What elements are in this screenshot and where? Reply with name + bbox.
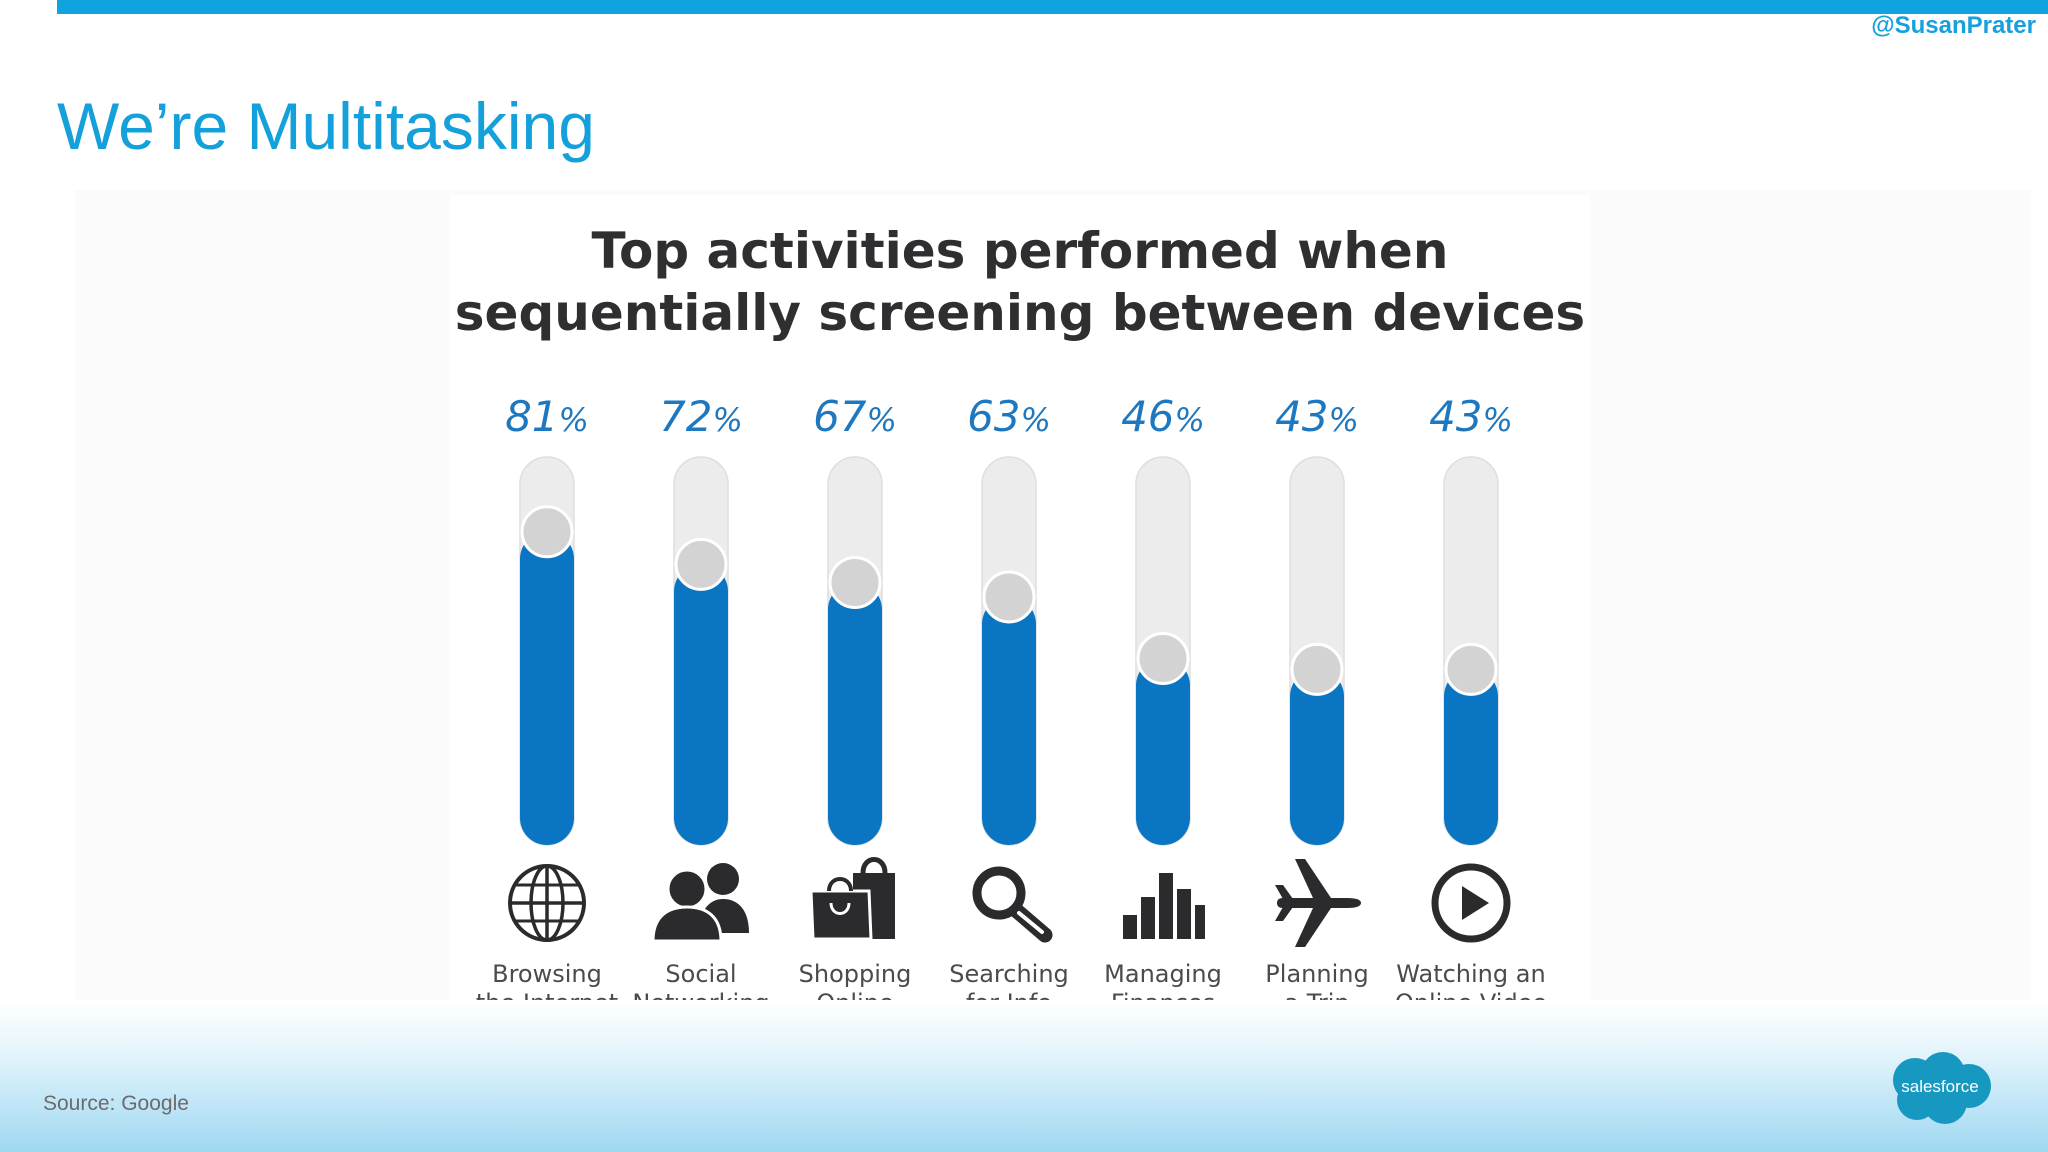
bar	[520, 531, 574, 845]
value-label: 72%	[659, 392, 743, 441]
bar-group: 67%ShoppingOnline	[799, 392, 912, 1017]
bar	[674, 564, 728, 845]
value-label: 67%	[813, 392, 897, 441]
twitter-handle: @SusanPrater	[1871, 12, 2036, 39]
value-label: 43%	[1275, 392, 1359, 441]
bar	[1444, 669, 1498, 845]
bar-group: 43%Planninga Trip	[1265, 392, 1368, 1017]
globe-icon	[508, 864, 586, 942]
people-icon	[651, 863, 749, 943]
bar-knob	[1444, 642, 1498, 696]
bar-chart-icon	[1123, 873, 1205, 939]
value-label: 43%	[1429, 392, 1513, 441]
bar	[1136, 658, 1190, 845]
source-note: Source: Google	[43, 1092, 189, 1115]
value-label: 63%	[967, 392, 1051, 441]
bar-knob	[1290, 642, 1344, 696]
bar-knob	[1136, 631, 1190, 685]
category-label: Watching an	[1396, 960, 1545, 988]
chart-panel: Top activities performed when sequential…	[450, 195, 1590, 1045]
bar-knob	[982, 570, 1036, 624]
salesforce-logo: salesforce	[1893, 1052, 1991, 1124]
bar-group: 63%Searchingfor Info	[949, 392, 1069, 1017]
category-label: Planning	[1265, 960, 1368, 988]
value-label: 81%	[505, 392, 589, 441]
shopping-bags-icon	[809, 857, 895, 941]
chart-title-line-2: sequentially screening between devices	[454, 284, 1586, 342]
category-label: Social	[665, 960, 736, 988]
magnifier-icon	[972, 866, 1053, 943]
category-label: Shopping	[799, 960, 912, 988]
bar-group: 43%Watching anOnline Video	[1395, 392, 1547, 1017]
bar-knob	[828, 555, 882, 609]
bar-group: 81%Browsingthe Internet	[476, 392, 618, 1017]
chart-title: Top activities performed when sequential…	[450, 220, 1590, 344]
bar	[828, 582, 882, 845]
category-label: Browsing	[492, 960, 602, 988]
play-icon	[1431, 863, 1511, 943]
activity-chart: 81%Browsingthe Internet72%SocialNetworki…	[476, 392, 1547, 1017]
bar	[982, 596, 1036, 845]
bar-knob	[520, 505, 574, 559]
logo-text: salesforce	[1901, 1077, 1978, 1096]
slide-title: We’re Multitasking	[57, 89, 595, 163]
footer-gradient	[0, 1000, 2048, 1152]
airplane-icon	[1275, 859, 1361, 947]
bar-knob	[674, 537, 728, 591]
chart-title-line-1: Top activities performed when	[591, 222, 1449, 280]
category-label: Managing	[1104, 960, 1222, 988]
bar	[1290, 669, 1344, 845]
category-label: Searching	[949, 960, 1069, 988]
top-accent-bar	[57, 0, 2048, 14]
bar-group: 72%SocialNetworking	[632, 392, 769, 1017]
value-label: 46%	[1121, 392, 1205, 441]
bar-group: 46%ManagingFinances	[1104, 392, 1222, 1017]
